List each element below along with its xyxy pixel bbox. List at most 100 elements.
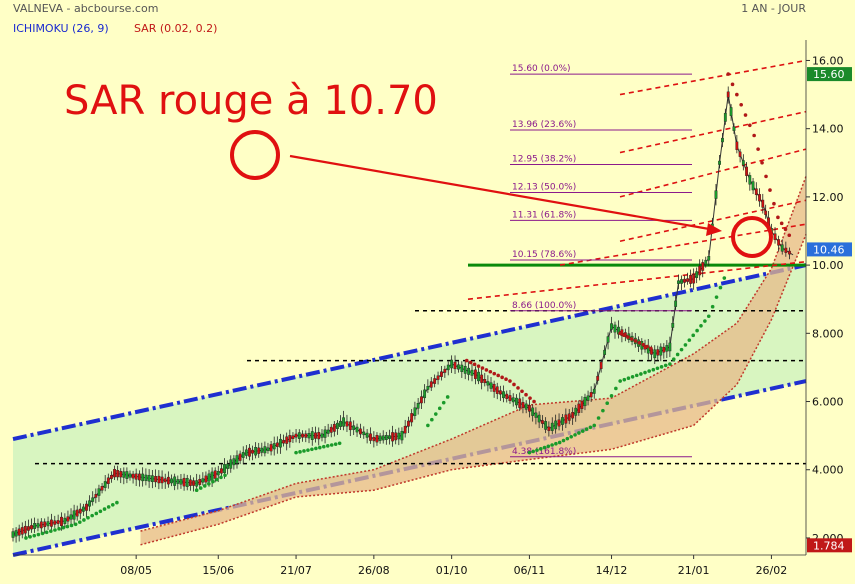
sar-dot-green: [298, 450, 302, 454]
sar-dot-red: [748, 123, 752, 128]
candle-body: [391, 432, 394, 442]
candle-body: [671, 322, 675, 328]
candle-body: [17, 528, 21, 536]
candle-body: [372, 436, 376, 442]
sar-dot-green: [65, 524, 70, 529]
sar-dot-green: [691, 333, 696, 338]
sar-dot-green: [102, 507, 107, 511]
candle-body: [375, 434, 379, 443]
candle-body: [106, 477, 110, 484]
sar-dot-red: [649, 346, 653, 351]
resistance-line: [619, 59, 807, 96]
sar-dot-green: [573, 433, 577, 437]
x-tick-label: 21/01: [678, 564, 710, 577]
candle-body: [413, 407, 417, 416]
sar-dot-red: [764, 174, 768, 179]
candle-body: [297, 432, 301, 439]
candle-body: [592, 388, 596, 394]
sar-dot-green: [28, 535, 32, 539]
candle-body: [291, 435, 295, 439]
sar-dot-green: [310, 447, 314, 452]
sar-dot-green: [49, 529, 53, 533]
candle-body: [173, 476, 177, 486]
sar-dot-red: [618, 331, 622, 336]
cloud-bottom-line: [140, 234, 807, 546]
candle-body: [745, 166, 748, 176]
candle-body: [403, 425, 407, 434]
sar-dot-green: [659, 365, 664, 369]
sar-dot-red: [520, 389, 524, 394]
x-tick-label: 26/02: [756, 564, 788, 577]
candle-body: [388, 435, 391, 439]
resistance-line: [559, 223, 807, 266]
fib-label: 11.31 (61.8%): [512, 210, 576, 220]
sar-dot-green: [294, 450, 298, 455]
sar-dot-red: [524, 392, 528, 397]
candle-body: [577, 403, 581, 413]
candle-body: [36, 523, 40, 528]
candle-body: [304, 433, 308, 438]
sar-dot-green: [110, 502, 115, 507]
sar-dot-red: [528, 396, 532, 400]
x-tick-label: 21/07: [280, 564, 312, 577]
candle-body: [784, 247, 788, 253]
candle-body: [269, 444, 273, 452]
candle-body: [144, 474, 148, 481]
sar-dot-green: [703, 319, 707, 323]
cloud-top-line: [140, 176, 807, 532]
candle-body: [508, 395, 512, 402]
candle-body: [683, 278, 686, 283]
candle-body: [718, 160, 721, 165]
candle-body: [378, 435, 382, 441]
candle-body: [758, 194, 761, 202]
candle-body: [662, 346, 666, 353]
candle-body: [229, 459, 233, 469]
sar-dot-red: [516, 386, 520, 390]
candle-body: [780, 244, 784, 252]
candle-body: [345, 421, 349, 427]
y-tick-label: 16.00: [812, 54, 844, 67]
fib-label: 12.13 (50.0%): [512, 182, 576, 192]
y-tick-label: 14.00: [812, 123, 844, 136]
candle-body: [50, 519, 53, 527]
sar-dot-green: [321, 444, 326, 449]
channel-upper-line: [12, 263, 807, 441]
highlight-circle: [731, 216, 773, 258]
candle-body: [567, 413, 571, 421]
sar-dot-red: [743, 113, 748, 117]
candle-body: [157, 475, 161, 484]
candle-body: [138, 473, 141, 481]
sar-dot-red: [730, 82, 735, 87]
sar-dot-green: [32, 533, 37, 538]
candle-body: [550, 422, 554, 431]
fib-label: 15.60 (0.0%): [512, 64, 571, 74]
sar-dot-green: [630, 374, 635, 379]
sar-dot-green: [651, 367, 656, 372]
sar-dot-green: [546, 444, 551, 449]
sar-dot-green: [77, 520, 82, 524]
candle-body: [323, 429, 327, 438]
candle-body: [457, 364, 460, 370]
fib-label: 4.38 (161.8%): [512, 447, 576, 457]
candle-body: [128, 473, 132, 478]
sar-dot-green: [714, 295, 719, 299]
sar-dot-green: [194, 488, 199, 492]
candle-body: [453, 361, 457, 370]
sar-dot-green: [325, 444, 330, 448]
sar-dot-green: [535, 448, 539, 452]
candle-body: [85, 503, 88, 511]
fib-label: 13.96 (23.6%): [512, 120, 576, 130]
horizontal-levels: [35, 59, 807, 465]
candle-body: [232, 458, 236, 466]
candle-body: [467, 367, 471, 375]
candle-body: [163, 478, 167, 483]
candle-body: [314, 432, 317, 439]
candle-body: [446, 364, 450, 371]
candle-body: [586, 395, 590, 401]
candle-body: [251, 449, 254, 454]
sar-dot-green: [94, 511, 99, 516]
x-tick-label: 01/10: [436, 564, 468, 577]
badge-min: 1.784: [813, 539, 845, 552]
candle-body: [204, 475, 208, 483]
sar-dot-green: [634, 373, 639, 378]
